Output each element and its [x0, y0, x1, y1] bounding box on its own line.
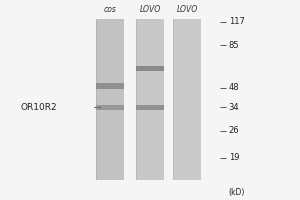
Text: LOVO: LOVO [140, 5, 160, 14]
Text: 85: 85 [229, 41, 239, 50]
Bar [136, 19, 137, 180]
Text: 117: 117 [229, 17, 244, 26]
Text: LOVO: LOVO [176, 5, 198, 14]
Text: 34: 34 [229, 103, 239, 112]
Text: (kD): (kD) [229, 188, 245, 197]
Bar [96, 19, 124, 180]
Text: cos: cos [103, 5, 116, 14]
Bar [136, 66, 164, 71]
Bar [96, 19, 97, 180]
Bar [173, 19, 201, 180]
Text: 48: 48 [229, 83, 239, 92]
Text: OR10R2: OR10R2 [21, 103, 57, 112]
Text: 19: 19 [229, 153, 239, 162]
Bar [173, 19, 174, 180]
Bar [96, 83, 124, 89]
Bar [136, 105, 164, 110]
Text: 26: 26 [229, 126, 239, 135]
Bar [96, 105, 124, 110]
Bar [136, 19, 164, 180]
